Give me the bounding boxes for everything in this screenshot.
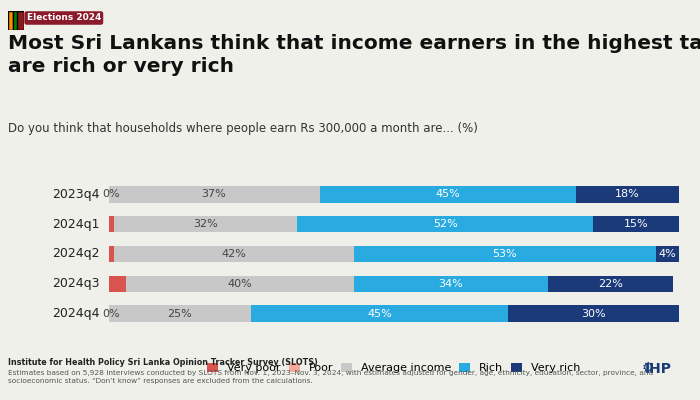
Text: 37%: 37%: [202, 189, 226, 199]
Text: 2024q1: 2024q1: [52, 218, 100, 231]
Bar: [656, 246, 679, 262]
Text: 18%: 18%: [615, 189, 640, 199]
Bar: [114, 246, 354, 262]
Bar: [576, 186, 679, 202]
Bar: [508, 306, 679, 322]
Bar: [594, 216, 679, 232]
Bar: [251, 306, 508, 322]
Text: ⚙: ⚙: [642, 361, 654, 375]
Bar: [108, 246, 114, 262]
Text: Estimates based on 5,928 interviews conducted by SLOTS from Nov. 1, 2023–Nov. 3,: Estimates based on 5,928 interviews cond…: [8, 370, 654, 384]
Bar: [108, 306, 251, 322]
Text: 0%: 0%: [102, 309, 120, 319]
Text: 22%: 22%: [598, 279, 623, 289]
Bar: [320, 186, 576, 202]
Text: 30%: 30%: [581, 309, 606, 319]
Text: 32%: 32%: [193, 219, 218, 229]
Text: IHP: IHP: [645, 362, 672, 376]
FancyBboxPatch shape: [13, 11, 17, 30]
Text: 42%: 42%: [222, 249, 246, 259]
Text: 45%: 45%: [435, 189, 461, 199]
Bar: [125, 276, 354, 292]
Text: Elections 2024: Elections 2024: [27, 14, 101, 22]
Text: 52%: 52%: [433, 219, 458, 229]
Bar: [108, 216, 114, 232]
Legend: Very poor, Poor, Average income, Rich, Very rich: Very poor, Poor, Average income, Rich, V…: [207, 363, 580, 373]
Bar: [354, 276, 548, 292]
Text: Institute for Health Policy Sri Lanka Opinion Tracker Survey (SLOTS): Institute for Health Policy Sri Lanka Op…: [8, 358, 318, 367]
Text: Do you think that households where people earn Rs 300,000 a month are... (%): Do you think that households where peopl…: [8, 122, 478, 135]
Text: Most Sri Lankans think that income earners in the highest tax bracket
are rich o: Most Sri Lankans think that income earne…: [8, 34, 700, 76]
FancyBboxPatch shape: [8, 11, 13, 30]
Text: 15%: 15%: [624, 219, 648, 229]
Text: 45%: 45%: [367, 309, 392, 319]
Text: 25%: 25%: [167, 309, 192, 319]
FancyBboxPatch shape: [8, 11, 24, 30]
Text: 2024q3: 2024q3: [52, 277, 100, 290]
Bar: [354, 246, 656, 262]
Text: 4%: 4%: [659, 249, 676, 259]
Bar: [548, 276, 673, 292]
Text: 40%: 40%: [228, 279, 252, 289]
Text: 53%: 53%: [493, 249, 517, 259]
Bar: [114, 216, 297, 232]
Text: 34%: 34%: [438, 279, 463, 289]
Text: 2024q4: 2024q4: [52, 307, 100, 320]
Bar: [108, 186, 320, 202]
Text: 2024q2: 2024q2: [52, 248, 100, 260]
Text: 0%: 0%: [102, 189, 120, 199]
Text: 2023q4: 2023q4: [52, 188, 100, 201]
Bar: [108, 276, 125, 292]
Bar: [297, 216, 594, 232]
